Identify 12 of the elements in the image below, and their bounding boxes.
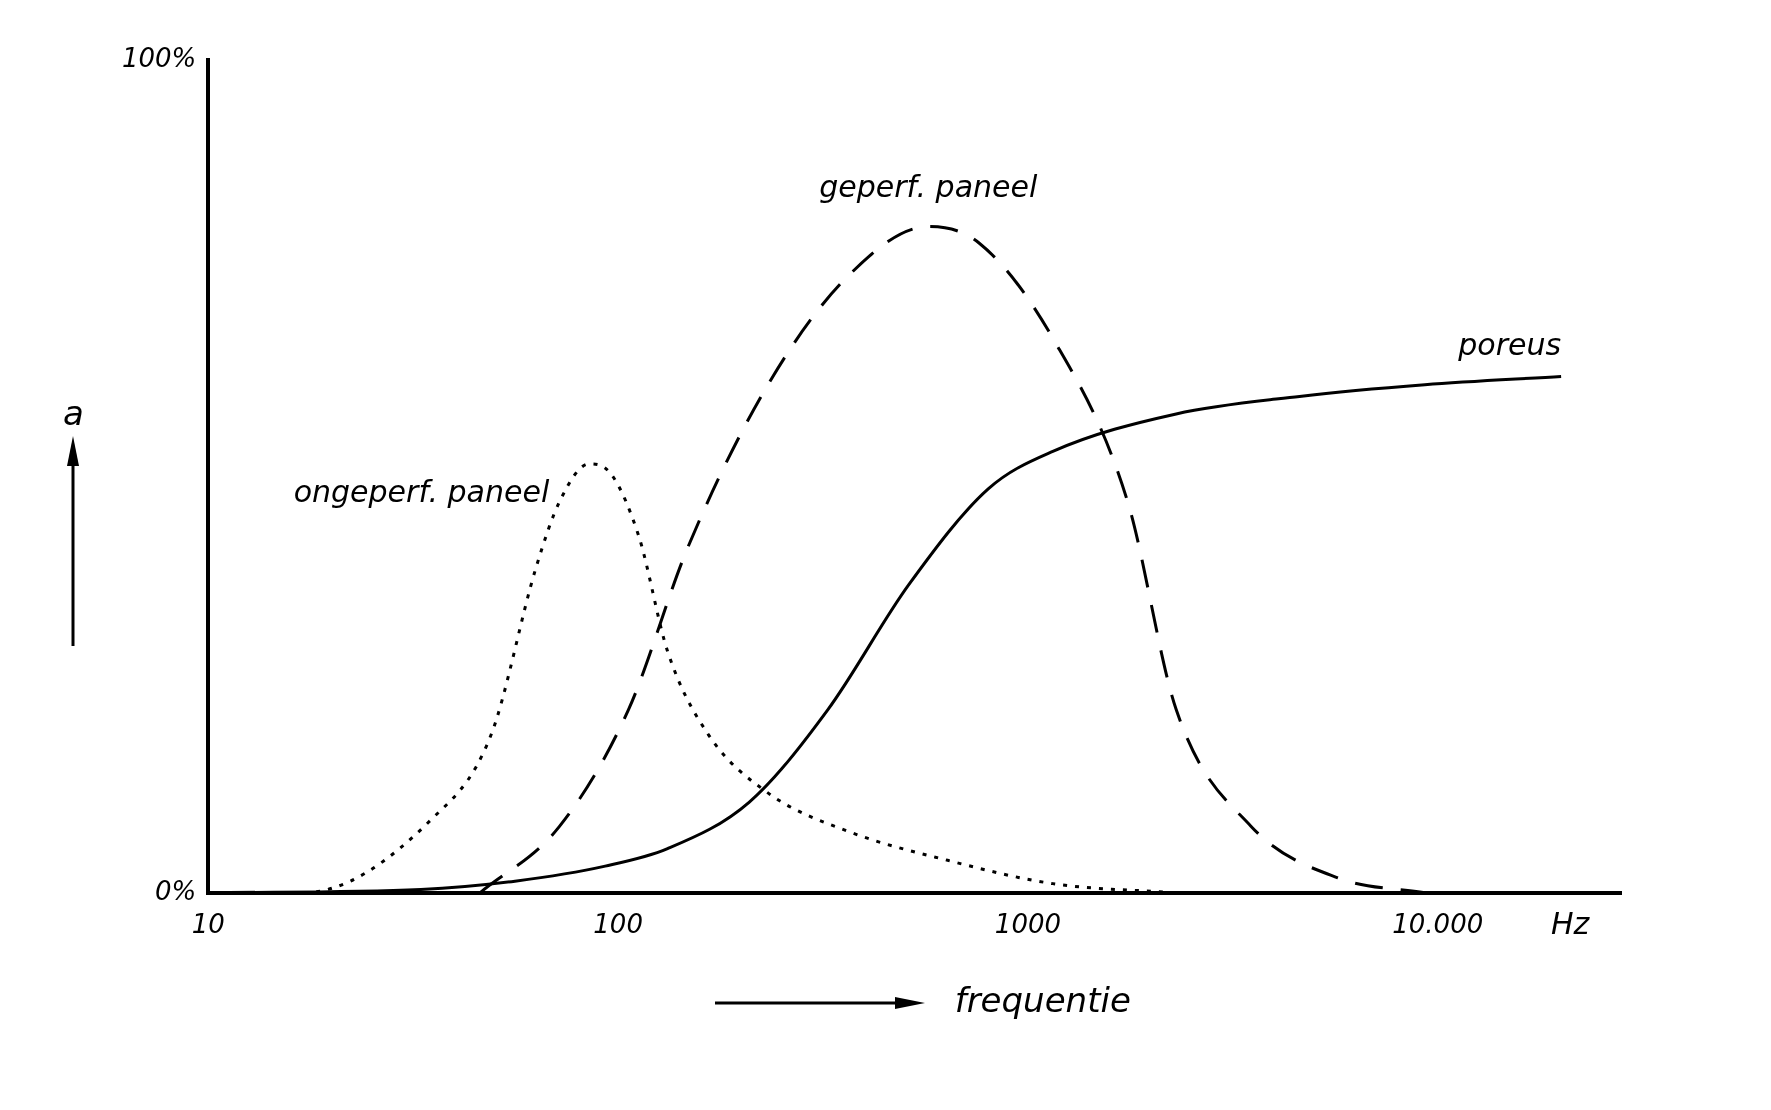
text: Hz: [1551, 905, 1591, 941]
x-tick-label: 100: [593, 909, 643, 940]
y-tick-label: 0%: [155, 875, 197, 906]
x-tick-label: 10: [191, 909, 225, 940]
y-axis-title: a: [62, 393, 84, 434]
series-label: poreus: [1457, 327, 1562, 363]
x-axis-title: frequentie: [954, 979, 1131, 1020]
series-label: geperf. paneel: [819, 169, 1038, 205]
x-tick-label: 10.000: [1392, 909, 1484, 940]
series-label: ongeperf. paneel: [293, 473, 550, 509]
x-tick-label: 1000: [994, 909, 1062, 940]
y-tick-label: 100%: [121, 42, 197, 73]
